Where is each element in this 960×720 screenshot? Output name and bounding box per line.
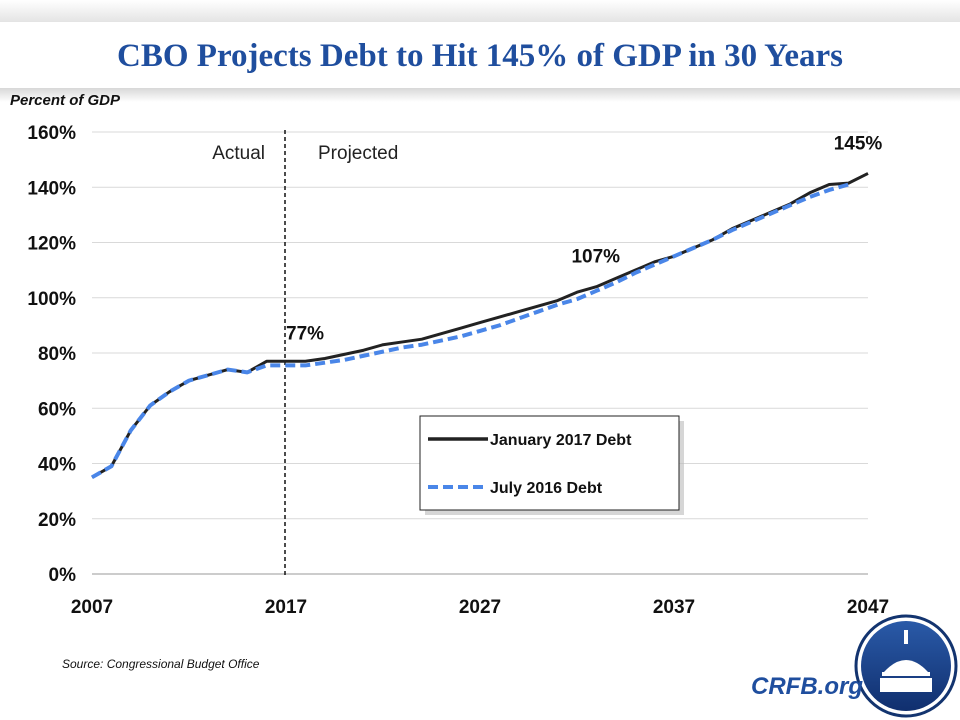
brand-text: CRFB.org [751, 673, 863, 700]
data-label: 145% [834, 133, 883, 154]
y-tick-label: 60% [38, 399, 76, 420]
data-label: 77% [286, 323, 324, 344]
projected-label: Projected [318, 143, 398, 164]
x-tick-label: 2027 [459, 597, 501, 618]
y-tick-label: 100% [27, 289, 76, 310]
legend-label-july-2016: July 2016 Debt [490, 480, 603, 497]
x-tick-label: 2037 [653, 597, 695, 618]
x-tick-label: 2047 [847, 597, 889, 618]
chart-title: CBO Projects Debt to Hit 145% of GDP in … [117, 38, 843, 74]
series-line-july-2016 [91, 182, 850, 480]
title-band-top [0, 0, 960, 22]
actual-label: Actual [212, 143, 265, 164]
x-tick-label: 2007 [71, 597, 113, 618]
y-tick-label: 40% [38, 455, 76, 476]
y-tick-label: 160% [27, 123, 76, 144]
y-tick-label: 120% [27, 234, 76, 255]
source-note: Source: Congressional Budget Office [62, 657, 260, 671]
legend-label-january-2017: January 2017 Debt [490, 432, 632, 449]
data-label: 107% [571, 246, 620, 267]
legend: January 2017 Debt July 2016 Debt [419, 415, 684, 515]
y-tick-label: 140% [27, 178, 76, 199]
y-tick-label: 0% [49, 565, 77, 586]
y-tick-label: 80% [38, 344, 76, 365]
x-tick-label: 2017 [265, 597, 307, 618]
y-tick-label: 20% [38, 510, 76, 531]
crfb-logo [854, 614, 958, 718]
title-band-bottom [0, 88, 960, 102]
y-axis-label: Percent of GDP [10, 92, 121, 109]
